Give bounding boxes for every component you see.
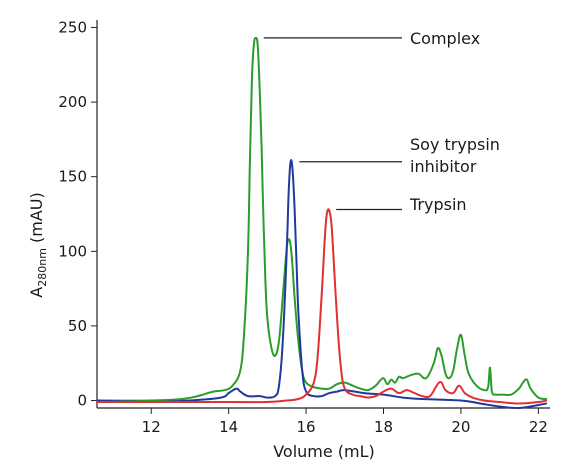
y-tick-label: 0: [77, 392, 87, 410]
series-line-green: [96, 36, 548, 402]
y-tick-label: 200: [58, 93, 87, 111]
y-axis-title-unit: (mAU): [27, 192, 46, 248]
y-tick-label: 50: [68, 317, 87, 335]
y-axis-title: A280nm (mAU): [27, 192, 49, 297]
x-tick-label: 14: [219, 418, 238, 436]
x-axis-title: Volume (mL): [273, 442, 375, 461]
annotation-label: inhibitor: [410, 157, 477, 176]
x-tick-label: 16: [297, 418, 316, 436]
axes: 0 50 100 150 200 250 12 14 16 18 20 22: [58, 18, 550, 436]
x-tick-label: 18: [374, 418, 393, 436]
annotation-layer: Complex Soy trypsin inhibitor Trypsin: [263, 29, 500, 214]
y-axis-title-main: A: [27, 287, 46, 298]
series-layer: [96, 36, 548, 410]
x-tick-label: 22: [529, 418, 548, 436]
x-tick-label: 20: [451, 418, 470, 436]
annotation-label: Trypsin: [409, 195, 467, 214]
x-tick-label: 12: [142, 418, 161, 436]
annotation-label: Complex: [410, 29, 480, 48]
y-tick-label: 150: [58, 168, 87, 186]
y-axis-title-subscript: 280nm: [36, 248, 49, 287]
annotation-label: Soy trypsin: [410, 135, 500, 154]
y-tick-label: 100: [58, 242, 87, 260]
svg-text:A280nm (mAU): A280nm (mAU): [27, 192, 49, 297]
series-line-red: [96, 208, 548, 405]
y-tick-label: 250: [58, 18, 87, 36]
series-line-blue: [96, 159, 548, 410]
